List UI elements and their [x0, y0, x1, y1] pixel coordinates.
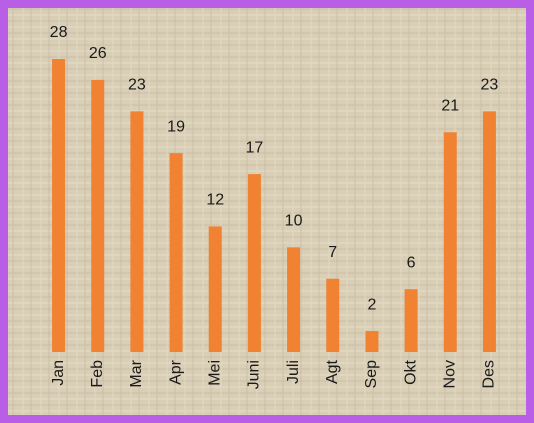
- data-label: 23: [481, 77, 499, 94]
- data-label: 26: [89, 45, 107, 62]
- bar: [91, 79, 105, 352]
- data-label: 21: [441, 97, 459, 114]
- x-tick-label: Feb: [89, 360, 106, 388]
- data-label: 6: [407, 254, 416, 271]
- data-label: 19: [167, 118, 185, 135]
- x-tick-label: Agt: [324, 359, 341, 384]
- bar: [443, 132, 457, 352]
- data-label: 28: [50, 24, 68, 41]
- x-tick-label: Mei: [206, 360, 223, 386]
- x-tick-label: Mar: [128, 359, 145, 387]
- bar: [247, 174, 261, 352]
- data-label: 12: [206, 192, 224, 209]
- bar: [52, 59, 66, 352]
- bar: [482, 111, 496, 352]
- data-label: 23: [128, 77, 146, 94]
- data-label: 17: [246, 139, 264, 156]
- bar: [326, 278, 340, 352]
- bar: [208, 226, 222, 352]
- data-label: 7: [328, 244, 337, 261]
- bar: [404, 289, 418, 352]
- bar: [365, 331, 379, 352]
- bar: [130, 111, 144, 352]
- bar: [169, 153, 183, 352]
- x-tick-label: Juni: [246, 360, 263, 389]
- x-tick-label: Jan: [50, 360, 67, 386]
- x-tick-label: Des: [481, 360, 498, 388]
- x-tick-label: Juli: [285, 360, 302, 384]
- x-tick-label: Apr: [167, 359, 184, 385]
- data-label: 10: [285, 213, 303, 230]
- x-tick-label: Sep: [363, 360, 380, 389]
- x-tick-label: Nov: [441, 360, 458, 388]
- x-tick-label: Okt: [402, 359, 419, 384]
- bar: [287, 247, 301, 352]
- data-label: 2: [367, 296, 376, 313]
